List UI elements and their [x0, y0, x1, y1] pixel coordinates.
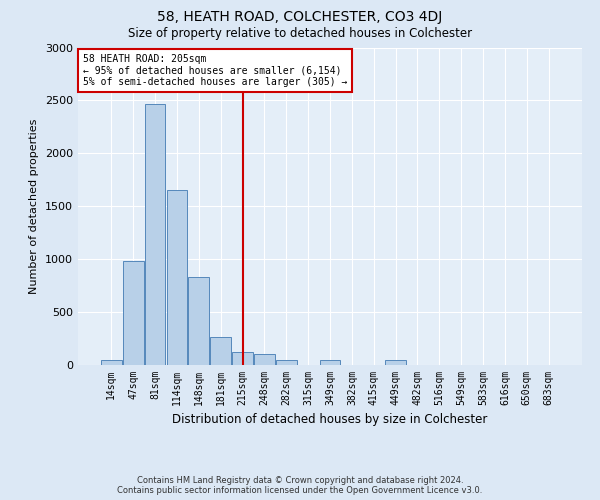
X-axis label: Distribution of detached houses by size in Colchester: Distribution of detached houses by size …	[172, 414, 488, 426]
Bar	[320, 360, 340, 365]
Y-axis label: Number of detached properties: Number of detached properties	[29, 118, 40, 294]
Text: Size of property relative to detached houses in Colchester: Size of property relative to detached ho…	[128, 28, 472, 40]
Bar	[210, 338, 231, 365]
Text: 58, HEATH ROAD, COLCHESTER, CO3 4DJ: 58, HEATH ROAD, COLCHESTER, CO3 4DJ	[157, 10, 443, 24]
Text: 58 HEATH ROAD: 205sqm
← 95% of detached houses are smaller (6,154)
5% of semi-de: 58 HEATH ROAD: 205sqm ← 95% of detached …	[83, 54, 347, 87]
Text: Contains HM Land Registry data © Crown copyright and database right 2024.
Contai: Contains HM Land Registry data © Crown c…	[118, 476, 482, 495]
Bar	[385, 360, 406, 365]
Bar	[145, 104, 166, 365]
Bar	[232, 352, 253, 365]
Bar	[254, 354, 275, 365]
Bar	[123, 262, 143, 365]
Bar	[188, 277, 209, 365]
Bar	[276, 360, 296, 365]
Bar	[101, 360, 122, 365]
Bar	[167, 190, 187, 365]
